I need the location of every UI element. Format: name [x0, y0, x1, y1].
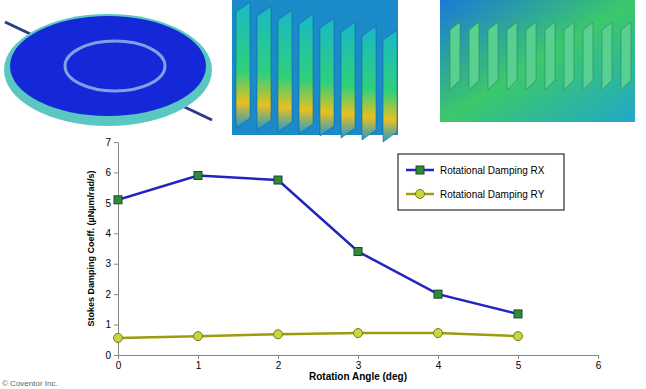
- legend-label: Rotational Damping RY: [440, 189, 545, 200]
- panel-fin: [507, 22, 517, 90]
- panel-fin: [621, 22, 631, 90]
- tick: 6: [596, 355, 602, 371]
- tick-label: 7: [105, 137, 111, 148]
- legend: Rotational Damping RX Rotational Damping …: [398, 154, 564, 210]
- marker: [514, 310, 522, 318]
- tick: 3: [356, 355, 362, 371]
- marker: [354, 329, 363, 338]
- axis-line: [118, 143, 119, 356]
- tick-mark: [438, 355, 439, 359]
- fin: [257, 6, 271, 130]
- legend-marker: [416, 166, 424, 174]
- marker: [194, 171, 202, 179]
- tick: 0: [105, 350, 118, 361]
- tick: 7: [105, 137, 118, 148]
- tick-label: 6: [105, 167, 111, 178]
- tick: 4: [105, 228, 118, 239]
- tick-mark: [114, 233, 118, 234]
- y-axis-title: Stokes Damping Coeff. (µNµm/rad/s): [86, 171, 96, 327]
- marker: [114, 333, 123, 342]
- tick-label: 6: [596, 360, 602, 371]
- tick-label: 0: [116, 360, 122, 371]
- tick-label: 4: [105, 228, 111, 239]
- tick-mark: [198, 355, 199, 359]
- panel-fin: [583, 22, 593, 90]
- tick-mark: [598, 355, 599, 359]
- tick-mark: [114, 172, 118, 173]
- disc: [10, 16, 206, 116]
- tick-label: 4: [436, 360, 442, 371]
- panel-fin: [545, 22, 555, 90]
- fin: [341, 22, 355, 138]
- tick-mark: [114, 294, 118, 295]
- x-axis-title: Rotation Angle (deg): [309, 371, 407, 382]
- tick: 4: [436, 355, 442, 371]
- tick-label: 3: [105, 258, 111, 269]
- x-axis: 0 1 2 3 4 5 6: [116, 355, 602, 371]
- tick-mark: [358, 355, 359, 359]
- tick-label: 5: [516, 360, 522, 371]
- tick-mark: [114, 325, 118, 326]
- tick-label: 3: [356, 360, 362, 371]
- tick-label: 0: [105, 350, 111, 361]
- tick: 5: [516, 355, 522, 371]
- marker: [194, 332, 203, 341]
- tick-mark: [118, 355, 119, 359]
- tick-mark: [114, 355, 118, 356]
- legend-marker: [416, 190, 425, 199]
- tick: 3: [105, 258, 118, 269]
- marker: [434, 290, 442, 298]
- disc-ring: [65, 41, 165, 91]
- fin: [236, 2, 250, 128]
- tick-label: 2: [276, 360, 282, 371]
- tick-label: 1: [105, 319, 111, 330]
- panel-fin: [450, 22, 460, 90]
- panel-fin: [469, 22, 479, 90]
- fin: [278, 10, 292, 132]
- chart: 0 1 2 3 4 5 6 0 1 2 3 4 5 6 7 Rotation Angle (deg) Stoke…: [0, 0, 646, 389]
- tick: 1: [196, 355, 202, 371]
- tick: 2: [276, 355, 282, 371]
- tick: 0: [116, 355, 122, 371]
- fin: [299, 14, 313, 134]
- tick-mark: [114, 264, 118, 265]
- tick: 6: [105, 167, 118, 178]
- legend-box: [398, 154, 564, 210]
- tick-mark: [278, 355, 279, 359]
- tick-label: 1: [196, 360, 202, 371]
- renderings: [4, 0, 635, 142]
- marker: [514, 332, 523, 341]
- tick-label: 2: [105, 289, 111, 300]
- marker: [114, 196, 122, 204]
- tick: 1: [105, 319, 118, 330]
- y-axis: 0 1 2 3 4 5 6 7: [105, 137, 118, 361]
- panel-fin: [488, 22, 498, 90]
- panel-fin: [564, 22, 574, 90]
- fin: [383, 30, 397, 142]
- legend-label: Rotational Damping RX: [440, 165, 545, 176]
- tick: 2: [105, 289, 118, 300]
- fin: [320, 18, 334, 136]
- disc-rim: [4, 14, 212, 126]
- marker: [274, 330, 283, 339]
- tick-mark: [518, 355, 519, 359]
- annotation: © Coventor Inc.: [2, 379, 58, 388]
- panel: [440, 0, 635, 122]
- marker: [434, 329, 443, 338]
- panel-fin: [526, 22, 536, 90]
- marker: [354, 248, 362, 256]
- tick-label: 5: [105, 198, 111, 209]
- fin: [362, 26, 376, 140]
- tick-mark: [114, 142, 118, 143]
- panel-fin: [602, 22, 612, 90]
- marker: [274, 176, 282, 184]
- series-line: [118, 333, 518, 338]
